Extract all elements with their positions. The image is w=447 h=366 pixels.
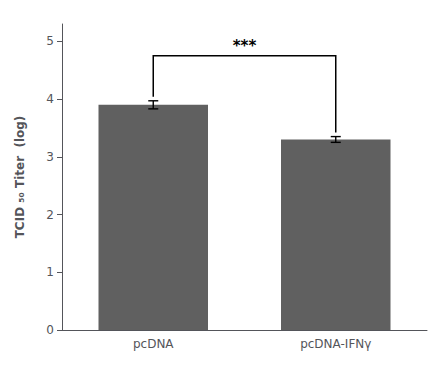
svg-text:pcDNA-IFNγ: pcDNA-IFNγ (300, 337, 371, 351)
svg-text:0: 0 (46, 323, 54, 337)
svg-text:3: 3 (46, 150, 54, 164)
svg-text:1: 1 (46, 265, 54, 279)
svg-text:5: 5 (46, 34, 54, 48)
svg-text:***: *** (233, 37, 257, 55)
svg-text:TCID ₅₀ Titer (log): TCID ₅₀ Titer (log) (13, 116, 27, 239)
svg-text:2: 2 (46, 208, 54, 222)
svg-text:pcDNA: pcDNA (133, 337, 174, 351)
svg-text:4: 4 (46, 92, 54, 106)
